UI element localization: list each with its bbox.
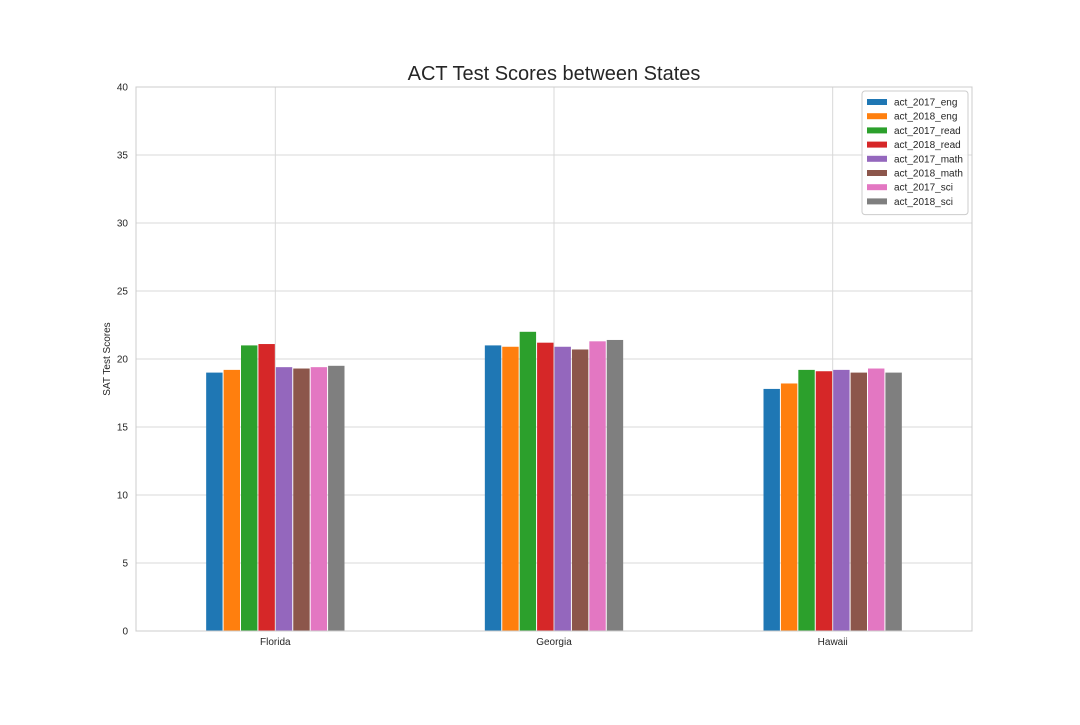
y-axis-label: SAT Test Scores (102, 322, 113, 395)
chart-title: ACT Test Scores between States (408, 63, 701, 85)
y-tick-label: 30 (117, 219, 129, 230)
y-tick-label: 15 (117, 423, 129, 434)
bar (241, 345, 258, 631)
legend-swatch (867, 141, 887, 148)
bar (589, 341, 606, 631)
x-tick-label: Hawaii (818, 637, 848, 648)
legend: act_2017_eng act_2018_eng act_2017_readact… (861, 90, 969, 216)
bar (519, 331, 537, 631)
bar (206, 372, 223, 631)
legend-box (861, 90, 969, 216)
x-axis-ticks: Florida Georgia Hawaii (260, 637, 848, 648)
legend-label: act_2018_read (894, 140, 961, 151)
bar-layer (206, 331, 902, 631)
bar (868, 368, 885, 631)
legend-swatch (867, 127, 887, 134)
y-tick-label: 20 (117, 355, 129, 366)
bar (554, 346, 571, 631)
x-tick-label: Georgia (536, 637, 572, 648)
legend-label: act_2017_eng (894, 98, 957, 109)
bar (484, 345, 502, 631)
bar (502, 346, 519, 631)
bar (293, 368, 310, 631)
bar (537, 342, 554, 631)
bar (815, 371, 833, 631)
legend-swatch (867, 155, 887, 162)
bar (780, 383, 798, 631)
legend-swatch (867, 113, 887, 120)
bar (328, 365, 345, 631)
legend-label: act_2017_math (894, 154, 963, 165)
legend-swatch (867, 170, 887, 176)
legend-label: act_2018_sci (894, 197, 953, 208)
bar (258, 344, 275, 631)
plot-frame (135, 86, 973, 632)
x-tick-label: Florida (260, 637, 291, 648)
bar (850, 372, 867, 631)
y-axis-ticks: 0 5 10 15 20 25 30 35 40 (117, 83, 129, 638)
legend-label: act_2018_math (894, 169, 963, 180)
bar (885, 372, 902, 631)
y-tick-label: 35 (117, 151, 129, 162)
y-tick-label: 10 (117, 491, 129, 502)
legend-label: act_2017_read (894, 126, 961, 137)
legend-swatch (867, 198, 887, 205)
y-tick-label: 25 (117, 287, 129, 298)
legend-label: act_2018_eng (894, 112, 957, 123)
bar (275, 367, 293, 631)
y-tick-label: 40 (117, 83, 129, 94)
legend-swatch (867, 184, 887, 191)
legend-swatch (867, 99, 887, 105)
bar (833, 369, 850, 631)
y-tick-label: 0 (122, 627, 128, 638)
bar (606, 339, 624, 631)
bar (223, 369, 240, 631)
bar (571, 349, 589, 631)
bar (310, 367, 328, 631)
bar (763, 388, 780, 631)
y-tick-label: 5 (122, 559, 128, 570)
legend-label: act_2017_sci (894, 183, 953, 194)
bar (798, 369, 815, 631)
